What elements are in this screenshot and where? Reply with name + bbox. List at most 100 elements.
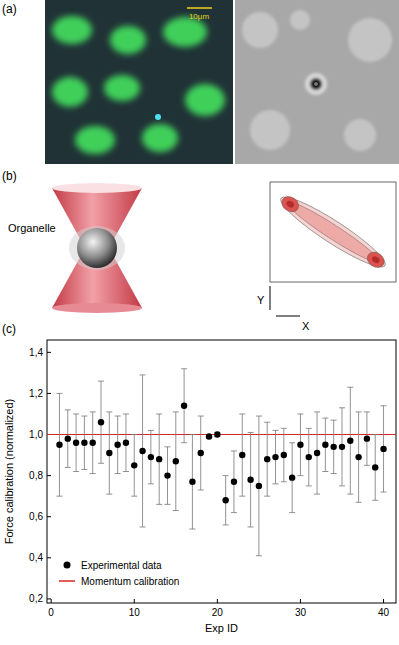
error-bar-cap bbox=[297, 413, 303, 414]
error-bar bbox=[264, 422, 270, 496]
error-bar-cap bbox=[331, 420, 337, 421]
y-scale-bar bbox=[270, 286, 271, 310]
legend-marker bbox=[64, 562, 71, 569]
error-bar-cap bbox=[56, 393, 62, 394]
panel-label: (c) bbox=[2, 322, 16, 336]
error-bar-cap bbox=[173, 510, 179, 511]
error-bar-cap bbox=[289, 512, 295, 513]
error-bar bbox=[239, 414, 245, 496]
error-bar bbox=[90, 412, 96, 474]
data-point bbox=[173, 458, 179, 464]
error-bar-cap bbox=[115, 416, 121, 417]
error-bar-cap bbox=[364, 465, 370, 466]
x-scale-label: X bbox=[302, 320, 310, 332]
y-tick bbox=[47, 352, 51, 353]
error-bar-cap bbox=[306, 485, 312, 486]
texture bbox=[242, 12, 278, 48]
error-bar-cap bbox=[281, 481, 287, 482]
cell-nucleus bbox=[142, 124, 178, 152]
error-bar-cap bbox=[381, 405, 387, 406]
error-bar bbox=[123, 414, 129, 472]
error-bar-cap bbox=[164, 446, 170, 447]
x-axis-title: Exp ID bbox=[205, 622, 238, 634]
data-point bbox=[131, 462, 137, 468]
x-tick-label: 0 bbox=[48, 607, 54, 618]
data-point bbox=[281, 452, 287, 458]
error-bar-cap bbox=[198, 489, 204, 490]
error-bar-cap bbox=[140, 374, 146, 375]
error-bar-cap bbox=[181, 368, 187, 369]
error-bar-cap bbox=[115, 473, 121, 474]
organelle-image bbox=[310, 78, 322, 90]
error-bar-cap bbox=[123, 413, 129, 414]
contour bbox=[279, 193, 302, 215]
y-scale-label: Y bbox=[257, 294, 265, 306]
y-tick-label: 0,8 bbox=[29, 470, 43, 481]
error-bar-cap bbox=[106, 494, 112, 495]
error-bar-cap bbox=[140, 526, 146, 527]
error-bar-cap bbox=[231, 450, 237, 451]
data-point bbox=[114, 442, 120, 448]
error-bar-cap bbox=[281, 428, 287, 429]
data-point bbox=[206, 433, 212, 439]
error-bar-cap bbox=[273, 483, 279, 484]
data-point bbox=[372, 464, 378, 470]
y-tick bbox=[47, 516, 51, 517]
beam-bottom-cap bbox=[52, 303, 142, 313]
data-point bbox=[347, 437, 353, 443]
error-bar-cap bbox=[297, 475, 303, 476]
error-bar-cap bbox=[381, 492, 387, 493]
error-bar-cap bbox=[56, 496, 62, 497]
sphere-ghost bbox=[69, 226, 125, 270]
error-bar-cap bbox=[239, 496, 245, 497]
data-point bbox=[198, 450, 204, 456]
error-bar-cap bbox=[65, 467, 71, 468]
error-bar-cap bbox=[223, 524, 229, 525]
error-bar-cap bbox=[156, 413, 162, 414]
error-bar-cap bbox=[372, 434, 378, 435]
error-bar bbox=[98, 381, 104, 463]
error-bar-cap bbox=[231, 512, 237, 513]
error-bar-cap bbox=[181, 442, 187, 443]
y-tick bbox=[47, 598, 51, 599]
error-bar-cap bbox=[81, 416, 87, 417]
data-point bbox=[156, 456, 162, 462]
error-bar bbox=[273, 430, 279, 483]
error-bar-cap bbox=[306, 428, 312, 429]
error-bar-cap bbox=[90, 411, 96, 412]
error-bar-cap bbox=[356, 502, 362, 503]
error-bar-cap bbox=[256, 555, 262, 556]
error-bar bbox=[248, 432, 254, 527]
y-tick-label: 1,2 bbox=[29, 388, 43, 399]
trapped-organelle bbox=[155, 114, 161, 120]
texture bbox=[250, 110, 290, 150]
data-point bbox=[364, 435, 370, 441]
error-bar-cap bbox=[189, 434, 195, 435]
error-bar bbox=[347, 387, 353, 494]
legend-line bbox=[59, 580, 75, 582]
error-bar bbox=[164, 447, 170, 505]
error-bar-cap bbox=[65, 409, 71, 410]
error-bar-cap bbox=[223, 475, 229, 476]
trajectory-box bbox=[270, 182, 396, 282]
error-bar-cap bbox=[98, 381, 104, 382]
error-bar-cap bbox=[314, 494, 320, 495]
x-tick-label: 30 bbox=[295, 607, 307, 618]
error-bar bbox=[364, 412, 370, 465]
error-bar-cap bbox=[347, 494, 353, 495]
data-point bbox=[247, 477, 253, 483]
panel-label: (b) bbox=[2, 169, 17, 183]
error-bar bbox=[231, 451, 237, 513]
error-bar-cap bbox=[73, 471, 79, 472]
error-bar-cap bbox=[156, 504, 162, 505]
error-bar-cap bbox=[339, 485, 345, 486]
data-point bbox=[139, 448, 145, 454]
error-bar-cap bbox=[248, 526, 254, 527]
error-bar-cap bbox=[356, 411, 362, 412]
error-bar bbox=[115, 416, 121, 474]
data-point bbox=[297, 442, 303, 448]
cell-nucleus bbox=[52, 16, 92, 44]
error-bar-cap bbox=[189, 529, 195, 530]
error-bar-cap bbox=[364, 411, 370, 412]
y-tick bbox=[47, 557, 51, 558]
